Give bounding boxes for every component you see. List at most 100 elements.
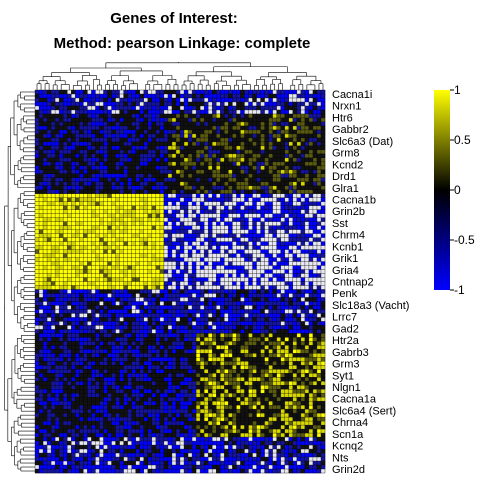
- heatmap-cell: [184, 177, 189, 183]
- heatmap-cell: [119, 229, 124, 234]
- heatmap-cell: [220, 185, 225, 190]
- heatmap-cell: [188, 337, 193, 342]
- heatmap-cell: [180, 317, 185, 322]
- heatmap-cell: [103, 153, 108, 159]
- heatmap-cell: [224, 281, 229, 286]
- heatmap-cell: [103, 197, 108, 202]
- heatmap-cell: [292, 201, 298, 206]
- heatmap-cell: [180, 117, 185, 123]
- heatmap-cell: [131, 101, 136, 107]
- heatmap-cell: [308, 277, 314, 282]
- heatmap-cell: [151, 253, 157, 258]
- heatmap-cell: [103, 285, 108, 290]
- heatmap-cell: [244, 105, 249, 111]
- heatmap-cell: [216, 121, 221, 127]
- heatmap-cell: [175, 261, 181, 266]
- heatmap-cell: [240, 329, 245, 334]
- heatmap-cell: [260, 129, 265, 135]
- heatmap-cell: [163, 281, 169, 286]
- heatmap-cell: [115, 161, 120, 167]
- heatmap-cell: [296, 301, 302, 306]
- heatmap-cell: [71, 313, 76, 318]
- heatmap-cell: [220, 177, 225, 183]
- heatmap-cell: [188, 269, 193, 274]
- heatmap-cell: [292, 113, 298, 119]
- heatmap-cell: [240, 257, 245, 262]
- heatmap-cell: [204, 209, 209, 214]
- heatmap-cell: [111, 333, 116, 338]
- heatmap-cell: [244, 101, 249, 107]
- heatmap-cell: [196, 325, 201, 330]
- heatmap-cell: [95, 337, 100, 342]
- heatmap-cell: [103, 257, 108, 262]
- heatmap-cell: [184, 137, 189, 143]
- heatmap-cell: [35, 257, 40, 262]
- heatmap-cell: [99, 309, 104, 314]
- heatmap-cell: [292, 133, 298, 139]
- heatmap-cell: [272, 225, 277, 230]
- heatmap-cell: [167, 189, 173, 194]
- heatmap-cell: [59, 337, 64, 342]
- heatmap-cell: [320, 173, 326, 179]
- heatmap-cell: [55, 201, 60, 206]
- heatmap-cell: [284, 273, 289, 278]
- heatmap-cell: [304, 225, 310, 230]
- heatmap-cell: [196, 129, 201, 135]
- heatmap-cell: [236, 117, 241, 123]
- heatmap-cell: [240, 277, 245, 282]
- heatmap-cell: [252, 289, 257, 294]
- heatmap-cell: [244, 229, 249, 234]
- heatmap-cell: [67, 137, 72, 143]
- heatmap-cell: [224, 217, 229, 222]
- heatmap-cell: [155, 125, 161, 131]
- heatmap-cell: [256, 269, 261, 274]
- heatmap-cell: [143, 97, 149, 103]
- heatmap-cell: [87, 193, 92, 198]
- heatmap-cell: [256, 129, 261, 135]
- heatmap-cell: [240, 309, 245, 314]
- heatmap-cell: [304, 169, 310, 175]
- heatmap-cell: [135, 193, 140, 198]
- heatmap-cell: [300, 205, 306, 210]
- heatmap-cell: [63, 193, 68, 198]
- heatmap-cell: [300, 173, 306, 179]
- heatmap-cell: [51, 129, 56, 135]
- heatmap-cell: [184, 113, 189, 119]
- heatmap-cell: [115, 205, 120, 210]
- heatmap-cell: [204, 293, 209, 298]
- heatmap-cell: [212, 297, 217, 302]
- heatmap-cell: [180, 225, 185, 230]
- heatmap-cell: [55, 193, 60, 198]
- heatmap-cell: [180, 185, 185, 190]
- heatmap-cell: [63, 237, 68, 242]
- heatmap-cell: [308, 177, 314, 183]
- heatmap-cell: [212, 149, 217, 155]
- heatmap-cell: [320, 277, 326, 282]
- heatmap-cell: [63, 213, 68, 218]
- heatmap-cell: [300, 305, 306, 310]
- heatmap-cell: [188, 185, 193, 190]
- heatmap-cell: [59, 297, 64, 302]
- heatmap-cell: [107, 301, 112, 306]
- heatmap-cell: [83, 269, 88, 274]
- heatmap-cell: [312, 205, 318, 210]
- heatmap-cell: [232, 129, 237, 135]
- heatmap-cell: [87, 241, 92, 246]
- heatmap-cell: [159, 229, 165, 234]
- heatmap-cell: [83, 245, 88, 250]
- heatmap-cell: [67, 281, 72, 286]
- heatmap-cell: [155, 309, 161, 314]
- heatmap-cell: [288, 145, 294, 151]
- heatmap-cell: [192, 185, 197, 190]
- heatmap-cell: [200, 121, 205, 127]
- heatmap-cell: [236, 241, 241, 246]
- heatmap-cell: [163, 265, 169, 270]
- heatmap-cell: [127, 169, 132, 175]
- heatmap-cell: [296, 273, 302, 278]
- heatmap-cell: [175, 297, 181, 302]
- heatmap-cell: [63, 293, 68, 298]
- heatmap-cell: [220, 117, 225, 123]
- heatmap-cell: [240, 101, 245, 107]
- heatmap-cell: [224, 233, 229, 238]
- heatmap-cell: [204, 269, 209, 274]
